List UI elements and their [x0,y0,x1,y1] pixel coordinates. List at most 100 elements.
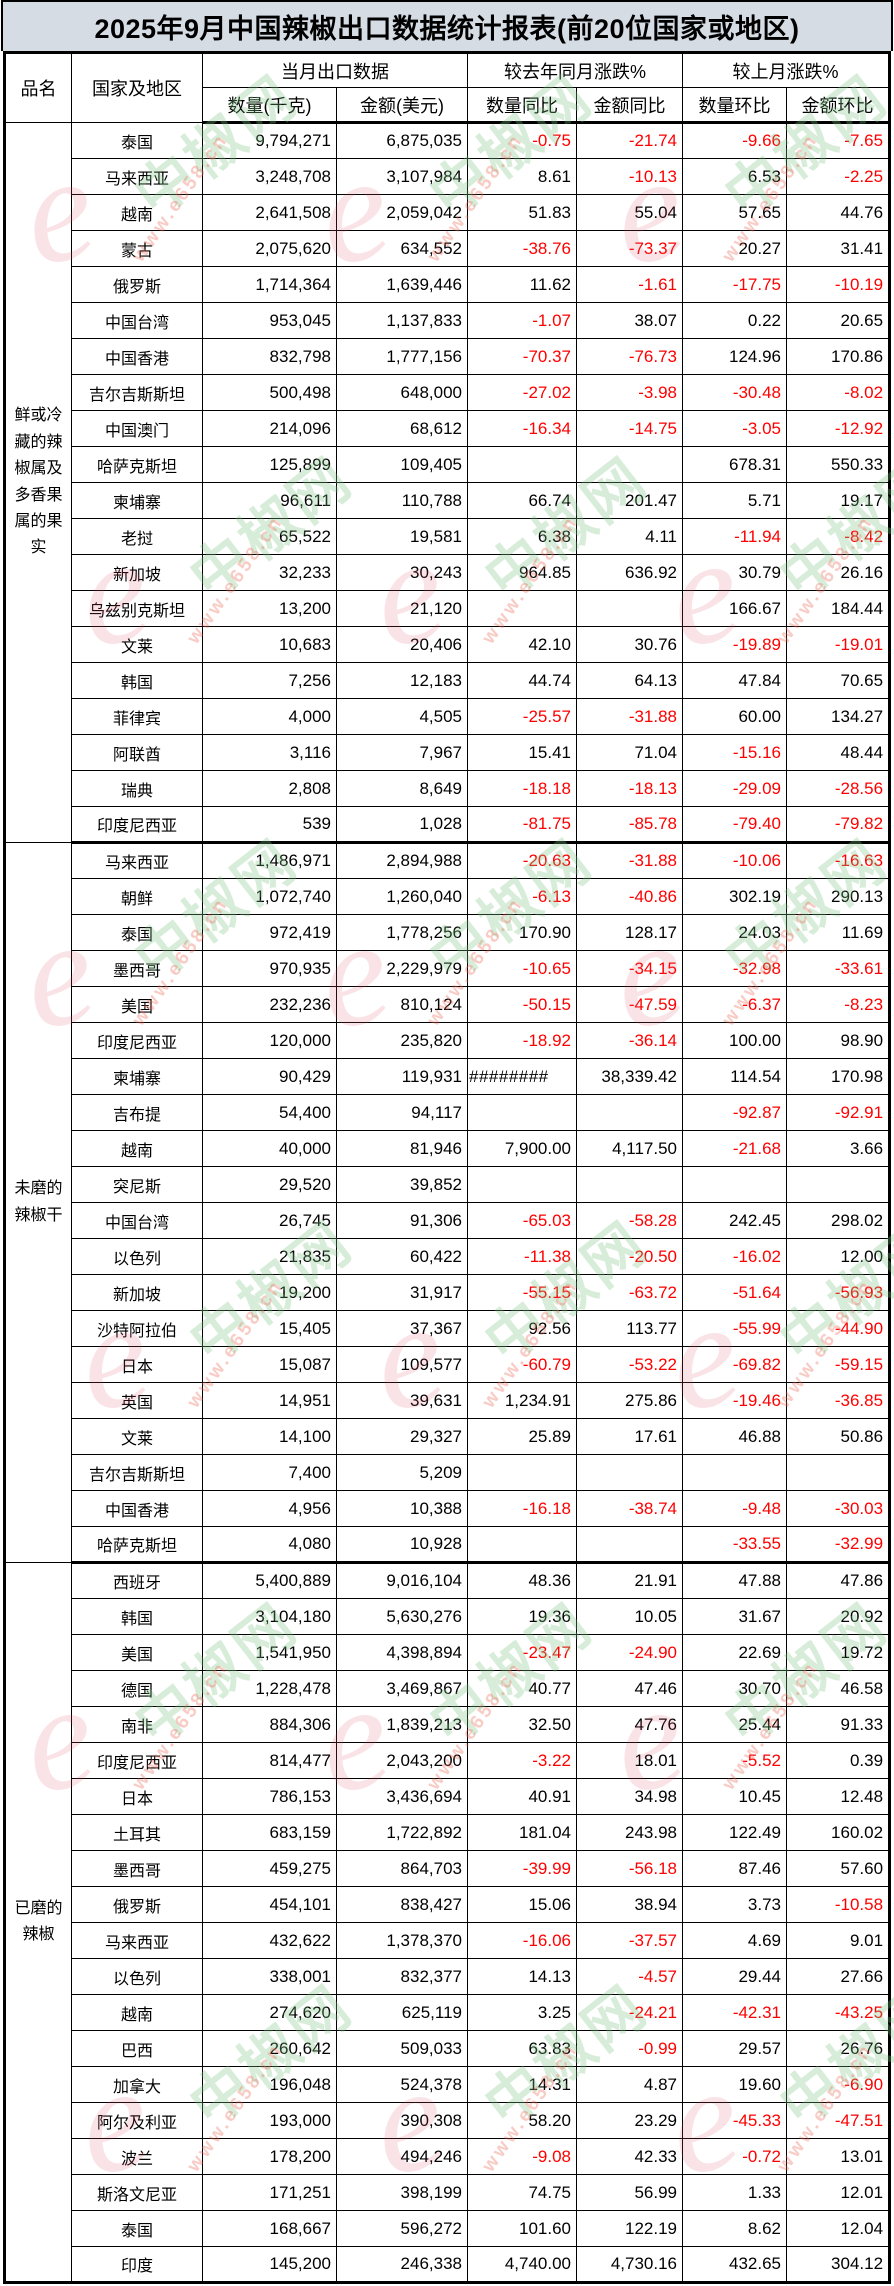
cell-qty-mom: 6.53 [682,158,788,195]
cell-qty-yoy: -16.34 [467,410,577,447]
table-row: 越南 40,000 81,946 7,900.00 4,117.50 -21.68 3.66 [5,1130,891,1167]
cell-qty: 1,228,478 [202,1670,337,1707]
cell-amount-yoy: 201.47 [575,482,684,519]
table-row: 日本 786,153 3,436,694 40.91 34.98 10.45 12.48 [5,1778,891,1815]
cell-amount-yoy: 243.98 [575,1814,684,1851]
cell-amount: 2,229,979 [336,950,468,987]
cell-amount-yoy: 30.76 [575,626,684,663]
header-amount-usd: 金额(美元) [336,87,468,124]
table-row: 加拿大 196,048 524,378 14.31 4.87 19.60 -6.90 [5,2066,891,2103]
cell-amount: 6,875,035 [336,122,468,159]
table-row: 日本 15,087 109,577 -60.79 -53.22 -69.82 -59.15 [5,1346,891,1383]
cell-amount-yoy: -47.59 [575,986,684,1023]
cell-amount-mom: -16.63 [786,842,891,879]
cell-country: 韩国 [71,1598,203,1635]
cell-amount-mom: -32.99 [786,1526,891,1564]
cell-amount-mom: -36.85 [786,1382,891,1419]
cell-amount-mom: 91.33 [786,1706,891,1743]
cell-country: 以色列 [71,1238,203,1275]
cell-amount: 109,405 [336,446,468,483]
cell-amount: 29,327 [336,1418,468,1455]
cell-amount: 2,059,042 [336,194,468,231]
cell-qty-mom: 1.33 [682,2174,788,2211]
cell-qty-yoy: -55.15 [467,1274,577,1311]
table-row: 韩国 7,256 12,183 44.74 64.13 47.84 70.65 [5,662,891,699]
cell-amount-mom: -92.91 [786,1094,891,1131]
cell-qty-yoy: 170.90 [467,914,577,951]
cell-qty-yoy: 19.36 [467,1598,577,1635]
cell-qty-mom: -10.06 [682,842,788,879]
cell-country: 文莱 [71,626,203,663]
cell-amount: 1,778,256 [336,914,468,951]
table-row: 印度尼西亚 120,000 235,820 -18.92 -36.14 100.00 98.… [5,1022,891,1059]
cell-country: 越南 [71,1994,203,2031]
cell-qty: 432,622 [202,1922,337,1959]
cell-qty-mom: -16.02 [682,1238,788,1275]
cell-qty: 1,486,971 [202,842,337,879]
cell-qty: 178,200 [202,2138,337,2175]
cell-amount-yoy: -1.61 [575,266,684,303]
cell-amount-yoy: -24.90 [575,1634,684,1671]
cell-amount-yoy: 55.04 [575,194,684,231]
cell-amount-yoy: -38.74 [575,1490,684,1527]
cell-amount: 494,246 [336,2138,468,2175]
header-qty-kg: 数量(千克) [202,87,337,124]
cell-amount: 3,469,867 [336,1670,468,1707]
cell-qty-mom: -19.46 [682,1382,788,1419]
cell-qty-yoy: -70.37 [467,338,577,375]
cell-country: 斯洛文尼亚 [71,2174,203,2211]
cell-amount: 5,630,276 [336,1598,468,1635]
cell-qty-mom: -9.66 [682,122,788,159]
cell-amount-yoy: 21.91 [575,1562,684,1599]
cell-amount-mom: 47.86 [786,1562,891,1599]
cell-qty-yoy: 48.36 [467,1562,577,1599]
cell-amount-mom: 46.58 [786,1670,891,1707]
cell-amount-mom: 27.66 [786,1958,891,1995]
cell-country: 墨西哥 [71,950,203,987]
cell-amount-mom: -6.90 [786,2066,891,2103]
cell-qty: 214,096 [202,410,337,447]
cell-qty: 683,159 [202,1814,337,1851]
cell-qty: 193,000 [202,2102,337,2139]
header-month-data: 当月出口数据 [202,52,468,88]
cell-qty-yoy: 14.13 [467,1958,577,1995]
cell-country: 泰国 [71,122,203,159]
cell-country: 柬埔寨 [71,1058,203,1095]
cell-amount-mom: -8.02 [786,374,891,411]
cell-qty-yoy: 42.10 [467,626,577,663]
cell-amount-mom: 304.12 [786,2246,891,2284]
cell-country: 英国 [71,1382,203,1419]
cell-qty-mom: 3.73 [682,1886,788,1923]
table-row: 泰国 972,419 1,778,256 170.90 128.17 24.03 11.69 [5,914,891,951]
cell-qty-mom: 302.19 [682,878,788,915]
cell-qty-mom: 242.45 [682,1202,788,1239]
cell-amount-mom: 184.44 [786,590,891,627]
cell-amount-mom: 31.41 [786,230,891,267]
cell-amount-mom: -10.19 [786,266,891,303]
cell-amount-yoy: -85.78 [575,806,684,844]
cell-qty: 171,251 [202,2174,337,2211]
cell-amount: 81,946 [336,1130,468,1167]
table-row: 以色列 338,001 832,377 14.13 -4.57 29.44 27.66 [5,1958,891,1995]
cell-amount: 3,107,984 [336,158,468,195]
cell-qty-yoy: -39.99 [467,1850,577,1887]
cell-qty-mom: -21.68 [682,1130,788,1167]
table-row: 阿联酋 3,116 7,967 15.41 71.04 -15.16 48.44 [5,734,891,771]
cell-qty-mom: -9.48 [682,1490,788,1527]
cell-country: 中国台湾 [71,1202,203,1239]
cell-amount: 4,398,894 [336,1634,468,1671]
cell-country: 马来西亚 [71,158,203,195]
cell-qty: 232,236 [202,986,337,1023]
cell-amount: 1,839,213 [336,1706,468,1743]
cell-qty-yoy [467,446,577,483]
cell-amount-yoy: 38.94 [575,1886,684,1923]
cell-amount-yoy: 56.99 [575,2174,684,2211]
cell-country: 俄罗斯 [71,266,203,303]
table-row: 斯洛文尼亚 171,251 398,199 74.75 56.99 1.33 12.01 [5,2174,891,2211]
cell-qty-yoy: 25.89 [467,1418,577,1455]
cell-qty-mom: -19.89 [682,626,788,663]
table-body: 鲜或冷藏的辣椒属及多香果属的果实 泰国 9,794,271 6,875,035 -0.7… [4,122,891,2284]
cell-qty-mom: 5.71 [682,482,788,519]
header-qty-yoy: 数量同比 [467,87,577,124]
cell-qty: 14,951 [202,1382,337,1419]
